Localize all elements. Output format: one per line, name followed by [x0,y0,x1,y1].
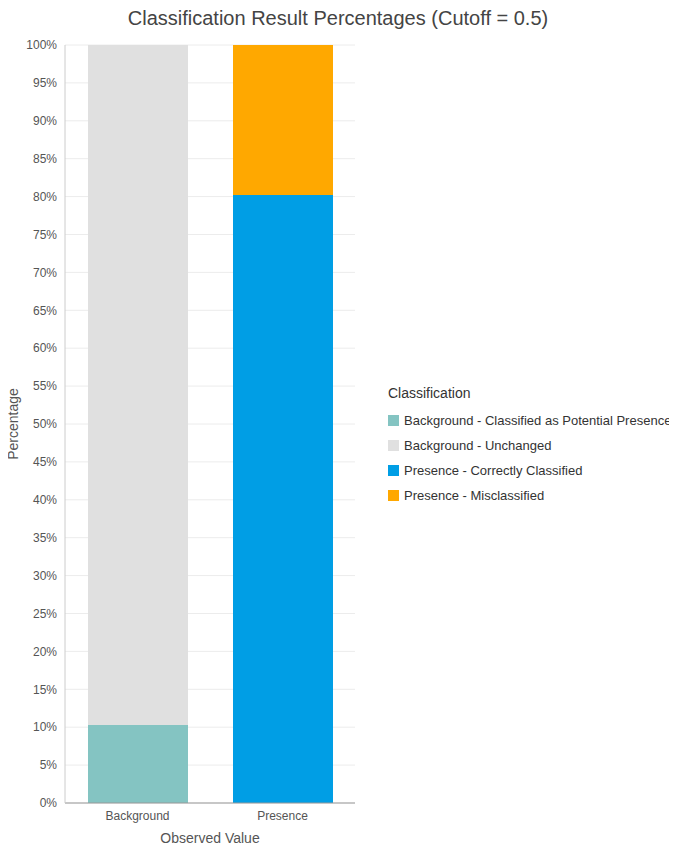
svg-text:50%: 50% [33,417,57,431]
svg-text:90%: 90% [33,114,57,128]
svg-text:5%: 5% [40,758,58,772]
svg-text:45%: 45% [33,455,57,469]
svg-text:Percentage: Percentage [8,388,21,460]
svg-text:0%: 0% [40,796,58,810]
svg-text:15%: 15% [33,683,57,697]
svg-text:80%: 80% [33,190,57,204]
html-text:Classification Result Percenta: Classification Result Percentages (Cutof… [127,7,549,29]
html-text:Presence - Correctly Classifie: Presence - Correctly Classified [404,463,583,478]
svg-text:Presence: Presence [257,809,308,823]
svg-text:Background: Background [105,809,169,823]
svg-text:60%: 60% [33,341,57,355]
html-text:Background - Classified as Pot: Background - Classified as Potential Pre… [404,413,672,428]
html-text:Classification: Classification [388,385,471,401]
svg-text:65%: 65% [33,304,57,318]
svg-text:55%: 55% [33,379,57,393]
svg-text:25%: 25% [33,607,57,621]
svg-text:30%: 30% [33,569,57,583]
html-text:Background - Unchanged: Background - Unchanged [404,438,552,453]
svg-text:70%: 70% [33,266,57,280]
svg-text:75%: 75% [33,228,57,242]
svg-text:85%: 85% [33,152,57,166]
svg-text:10%: 10% [33,720,57,734]
svg-text:35%: 35% [33,531,57,545]
svg-text:40%: 40% [33,493,57,507]
svg-text:100%: 100% [26,38,57,52]
svg-text:20%: 20% [33,645,57,659]
html-text:Presence - Misclassified: Presence - Misclassified [404,488,545,503]
svg-text:95%: 95% [33,76,57,90]
svg-text:Observed Value: Observed Value [160,830,260,846]
